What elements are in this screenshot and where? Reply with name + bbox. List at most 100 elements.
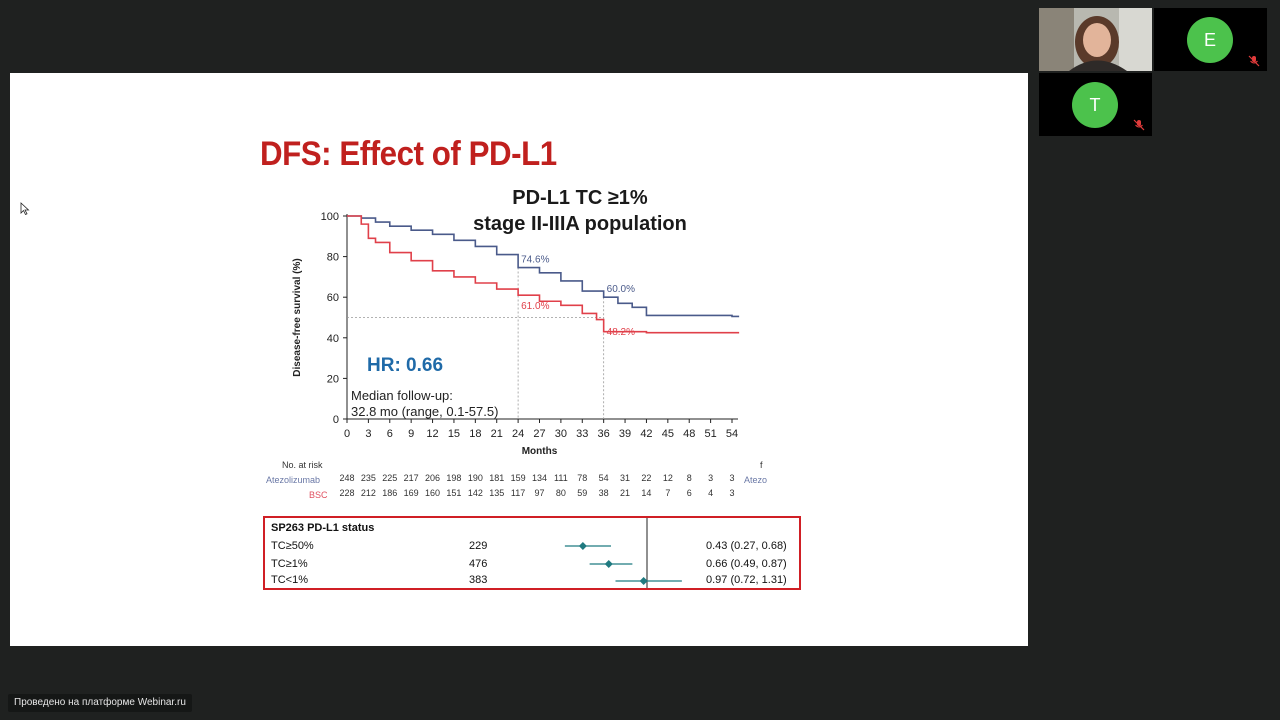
risk-table-value: 228 [339, 488, 354, 498]
risk-table-value: 12 [663, 473, 673, 483]
risk-table-value: 8 [687, 473, 692, 483]
risk-table-value: 160 [425, 488, 440, 498]
slide-title: DFS: Effect of PD-L1 [260, 135, 557, 173]
x-tick-label: 48 [683, 428, 695, 440]
landmark-annotation: 61.0% [521, 301, 549, 312]
risk-table-value: 22 [641, 473, 651, 483]
risk-table-value: 159 [511, 473, 526, 483]
risk-table-value: 38 [599, 488, 609, 498]
x-tick-label: 42 [640, 428, 652, 440]
forest-row-label: TC<1% [271, 574, 308, 586]
y-tick-label: 60 [327, 292, 339, 304]
x-tick-label: 30 [555, 428, 567, 440]
forest-row-n: 476 [469, 558, 488, 570]
participant-tile-presenter[interactable] [1039, 8, 1152, 71]
risk-table-trailing-header: f [760, 460, 763, 470]
forest-point-estimate [578, 542, 587, 550]
risk-table-value: 212 [361, 488, 376, 498]
risk-table-value: 198 [446, 473, 461, 483]
risk-table-value: 7 [665, 488, 670, 498]
forest-row-ci: 0.97 (0.72, 1.31) [706, 574, 787, 586]
risk-table-value: 135 [489, 488, 504, 498]
x-tick-label: 36 [598, 428, 610, 440]
risk-table-value: 14 [641, 488, 651, 498]
forest-row-ci: 0.66 (0.49, 0.87) [706, 558, 787, 570]
y-tick-label: 80 [327, 252, 339, 264]
risk-table-value: 142 [468, 488, 483, 498]
participant-tile-t[interactable]: T [1039, 73, 1152, 136]
x-tick-label: 15 [448, 428, 460, 440]
chart-title: PD-L1 TC ≥1% stage II-IIIA population [430, 185, 730, 237]
landmark-annotation: 74.6% [521, 255, 549, 266]
risk-table-value: 3 [708, 473, 713, 483]
risk-row-trailing-atezolizumab: Atezo [744, 475, 768, 485]
followup-line2: 32.8 mo (range, 0.1-57.5) [351, 404, 498, 419]
forest-point-estimate [639, 577, 648, 585]
x-tick-label: 0 [344, 428, 350, 440]
forest-row-label: TC≥1% [271, 558, 308, 570]
forest-plot-box: SP263 PD-L1 status TC≥50% 229 0.43 (0.27… [263, 516, 801, 590]
risk-table-value: 181 [489, 473, 504, 483]
y-tick-label: 40 [327, 333, 339, 345]
presenter-video [1039, 8, 1152, 71]
risk-table-value: 97 [534, 488, 544, 498]
risk-table-value: 6 [687, 488, 692, 498]
avatar: T [1072, 82, 1118, 128]
risk-table-value: 235 [361, 473, 376, 483]
risk-table-value: 186 [382, 488, 397, 498]
hazard-ratio-label: HR: 0.66 [367, 355, 443, 376]
risk-table-value: 54 [599, 473, 609, 483]
risk-table-value: 169 [404, 488, 419, 498]
x-tick-label: 18 [469, 428, 481, 440]
risk-row-label-bsc: BSC [309, 490, 328, 500]
x-tick-label: 51 [704, 428, 716, 440]
forest-row-label: TC≥50% [271, 540, 314, 552]
forest-point-estimate [604, 560, 613, 568]
forest-row-n: 229 [469, 540, 488, 552]
series-line-bsc [347, 215, 740, 334]
participant-tile-e[interactable]: E [1154, 8, 1267, 71]
risk-table-value: 151 [446, 488, 461, 498]
y-tick-label: 100 [321, 211, 339, 223]
forest-row-ci: 0.43 (0.27, 0.68) [706, 540, 787, 552]
mouse-cursor-icon [20, 202, 30, 216]
risk-table-header: No. at risk [282, 460, 323, 470]
risk-table-value: 4 [708, 488, 713, 498]
series-line-atezolizumab [347, 215, 740, 318]
x-tick-label: 24 [512, 428, 524, 440]
risk-table-value: 3 [729, 473, 734, 483]
x-tick-label: 39 [619, 428, 631, 440]
landmark-annotation: 60.0% [607, 284, 635, 295]
risk-table-value: 117 [511, 488, 525, 498]
risk-table-value: 78 [577, 473, 587, 483]
presentation-slide: DFS: Effect of PD-L1 PD-L1 TC ≥1% stage … [10, 73, 1028, 646]
risk-table-value: 3 [729, 488, 734, 498]
platform-footer: Проведено на платформе Webinar.ru [8, 694, 192, 712]
avatar: E [1187, 17, 1233, 63]
forest-plot [564, 518, 682, 588]
x-tick-label: 21 [491, 428, 503, 440]
x-tick-label: 3 [365, 428, 371, 440]
risk-table-value: 134 [532, 473, 547, 483]
followup-line1: Median follow-up: [351, 388, 453, 403]
risk-table-value: 206 [425, 473, 440, 483]
mic-off-icon [1248, 55, 1260, 67]
risk-table-value: 21 [620, 488, 630, 498]
risk-table-value: 190 [468, 473, 483, 483]
forest-row-n: 383 [469, 574, 488, 586]
x-tick-label: 54 [726, 428, 738, 440]
y-tick-label: 0 [333, 414, 339, 426]
forest-header: SP263 PD-L1 status [271, 522, 375, 534]
risk-table-value: 248 [339, 473, 354, 483]
y-axis-label: Disease-free survival (%) [292, 258, 303, 376]
chart-title-line2: stage II-IIIA population [473, 213, 687, 235]
risk-table-value: 80 [556, 488, 566, 498]
x-tick-label: 9 [408, 428, 414, 440]
y-tick-label: 20 [327, 373, 339, 385]
chart-title-line1: PD-L1 TC ≥1% [512, 187, 648, 209]
landmark-annotation: 48.2% [607, 327, 635, 338]
x-tick-label: 12 [426, 428, 438, 440]
risk-table-value: 225 [382, 473, 397, 483]
mic-off-icon [1133, 119, 1145, 131]
